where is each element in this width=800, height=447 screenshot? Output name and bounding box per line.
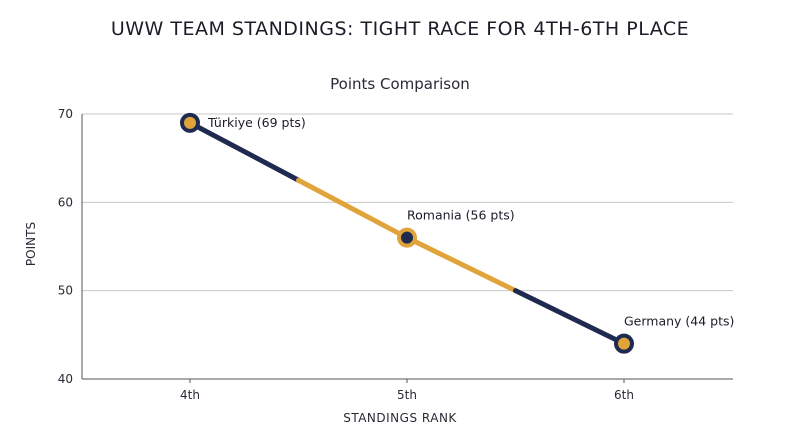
y-tick-label: 50 [58,284,73,298]
data-point [614,333,634,354]
chart-title: UWW TEAM STANDINGS: TIGHT RACE FOR 4TH-6… [110,18,690,40]
series-segment [296,177,410,241]
x-axis-label: STANDINGS RANK [343,411,457,425]
y-tick-label: 40 [58,372,73,386]
y-tick-label: 60 [58,195,73,209]
x-tick-label: 5th [397,388,417,402]
series-segment [404,235,518,294]
data-point [397,227,417,248]
series-segment [513,288,627,347]
data-label: Germany (44 pts) [624,314,734,329]
chart-subtitle: Points Comparison [330,75,470,93]
x-tick-label: 4th [180,388,200,402]
data-label: Türkiye (69 pts) [207,115,306,130]
series-segment [187,120,301,183]
x-tick-label: 6th [614,388,634,402]
y-tick-label: 70 [58,107,73,121]
data-point [180,112,200,133]
data-label: Romania (56 pts) [407,208,515,223]
